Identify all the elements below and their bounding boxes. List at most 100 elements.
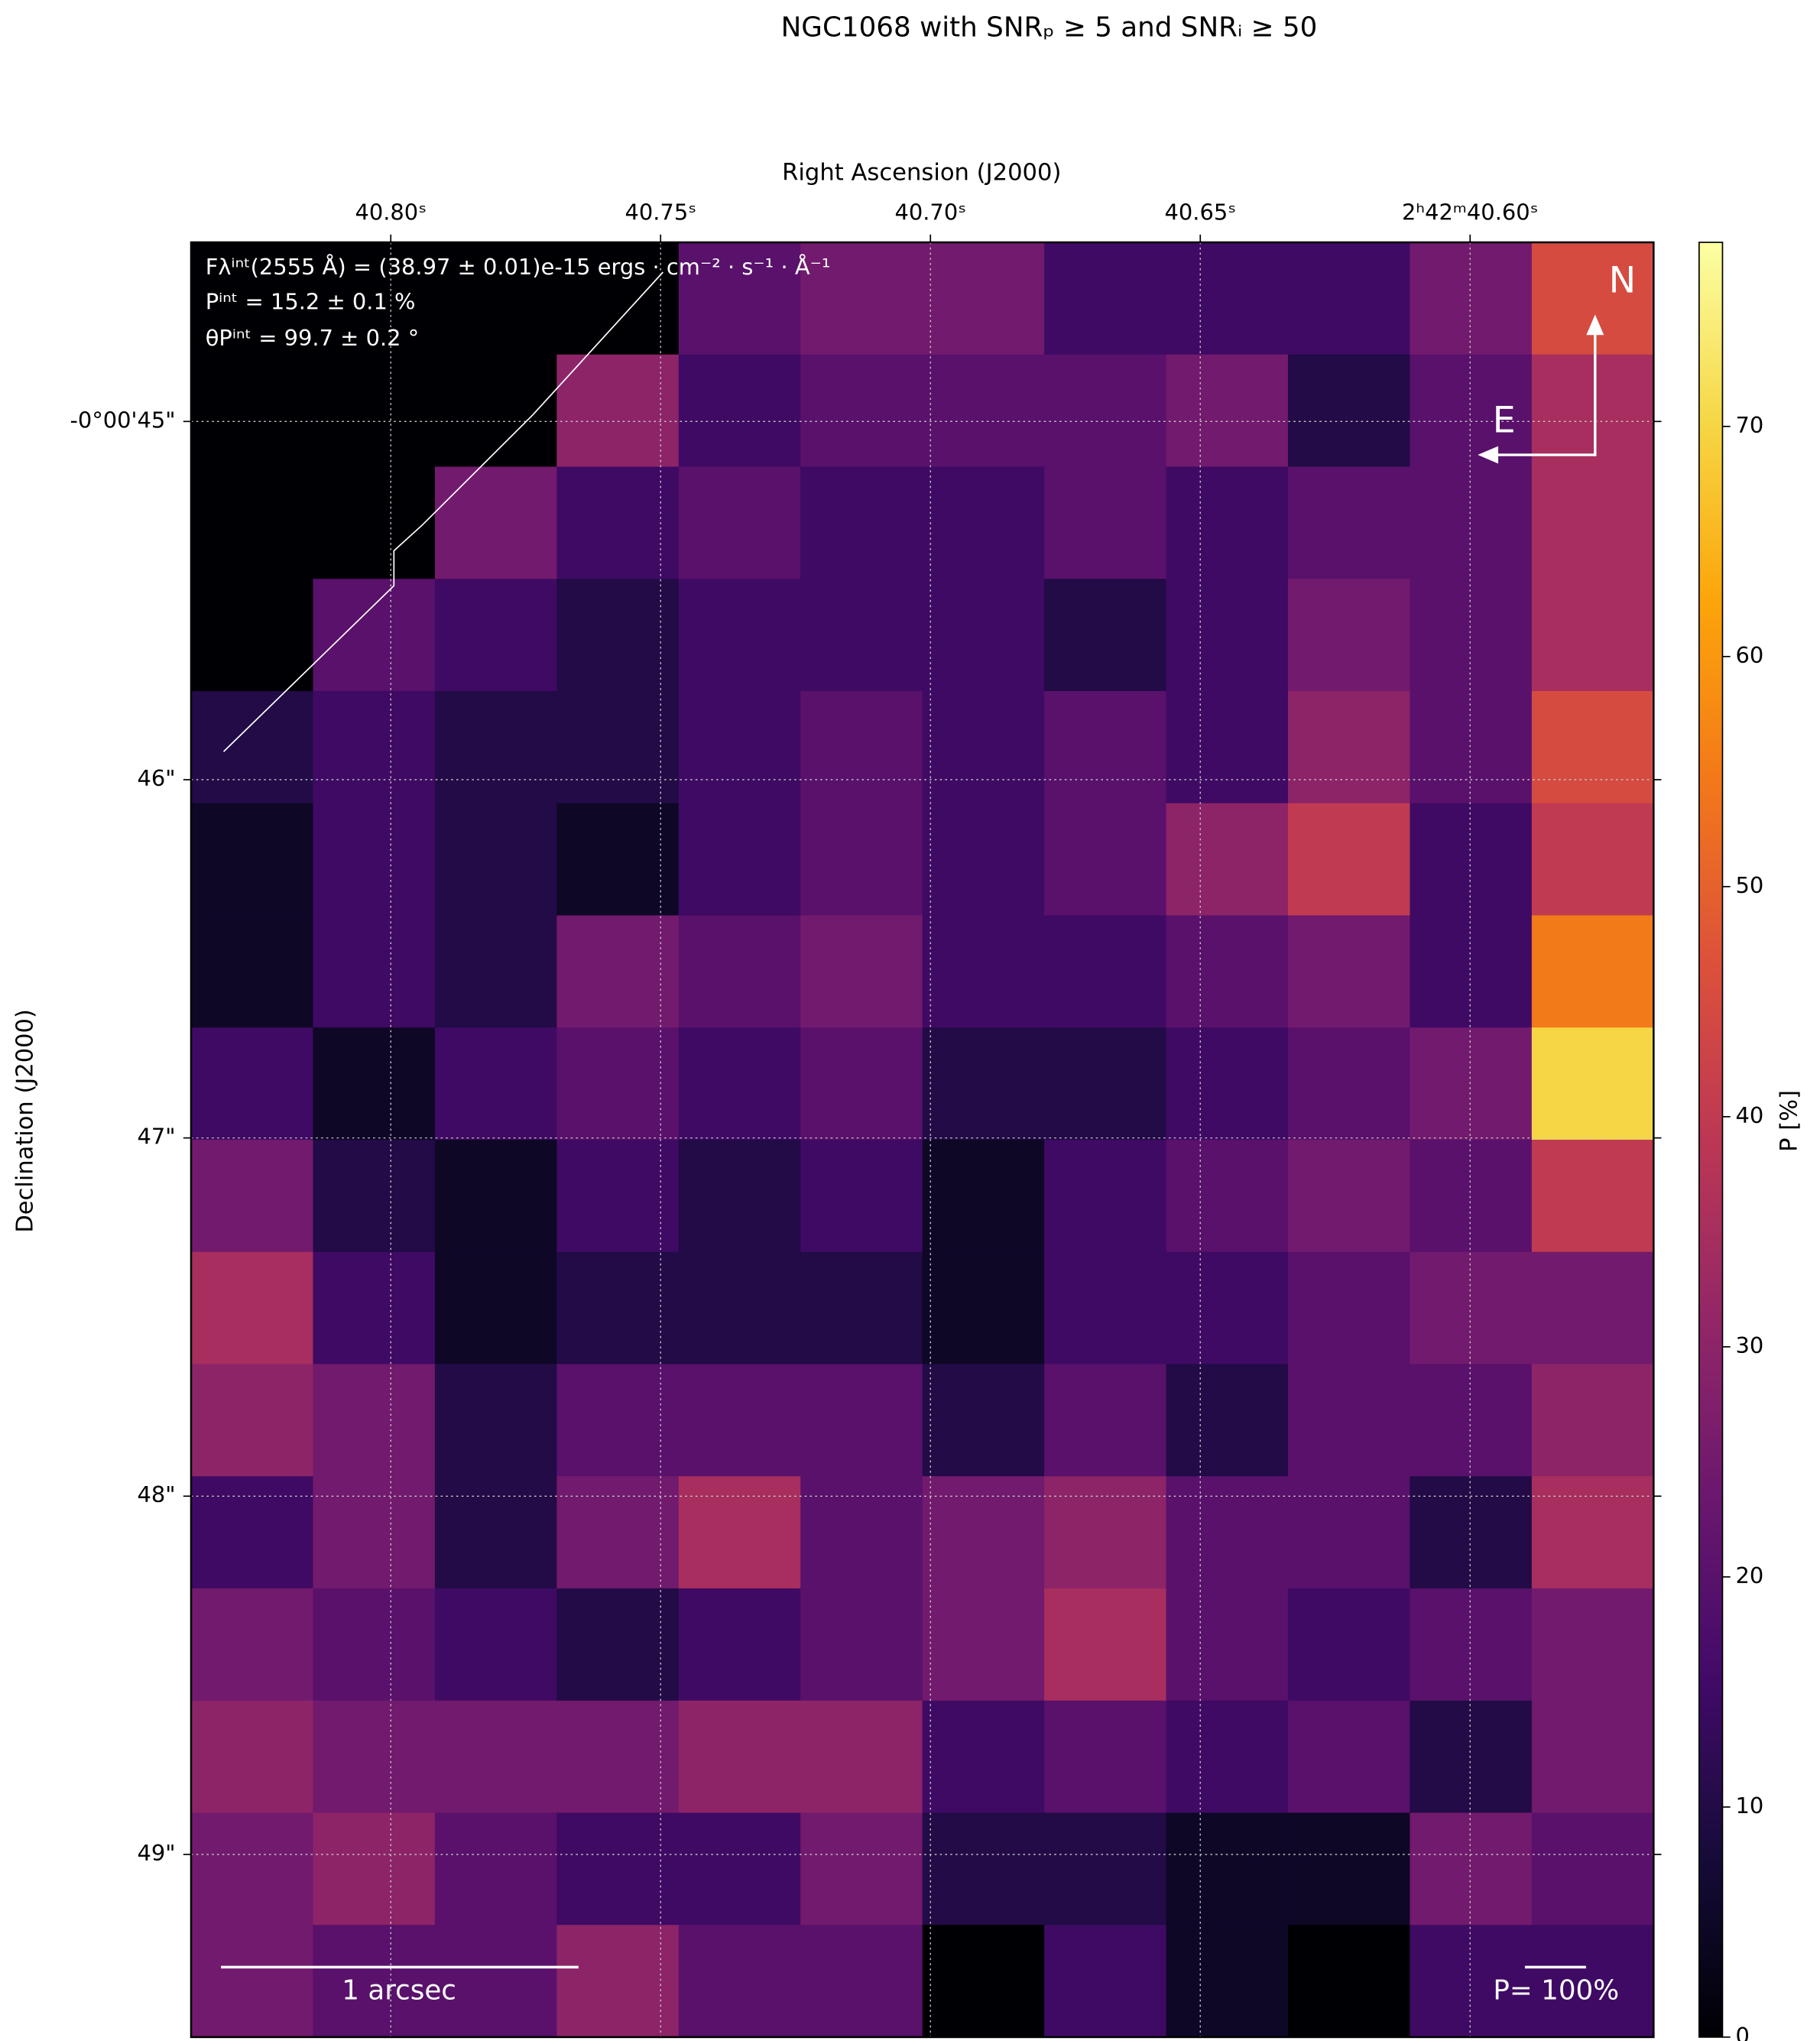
heat-cell — [1166, 1476, 1289, 1589]
colorbar-tick-label: 60 — [1735, 642, 1763, 668]
heat-cell — [1166, 1027, 1289, 1141]
y-tick-label: 46" — [138, 765, 176, 791]
heat-cell — [313, 1364, 436, 1478]
heat-cell — [1287, 466, 1411, 580]
heat-cell — [1166, 1700, 1289, 1814]
heat-cell — [313, 1139, 436, 1253]
heat-cell — [434, 579, 558, 692]
heat-cell — [434, 690, 558, 804]
heat-cell — [434, 1925, 558, 2038]
heat-cell — [556, 1139, 680, 1253]
heat-cell — [191, 915, 314, 1029]
heat-cell — [1410, 1925, 1533, 2038]
heat-cell — [556, 1925, 680, 2038]
heat-cell — [1044, 690, 1167, 804]
heat-cell — [556, 1700, 680, 1814]
heat-cell — [1166, 242, 1289, 355]
heat-cell — [1531, 579, 1655, 692]
heat-cell — [1287, 1139, 1411, 1253]
heat-cell — [1287, 690, 1411, 804]
heat-cell — [1044, 915, 1167, 1029]
heat-cell — [1531, 690, 1655, 804]
heat-cell — [191, 1139, 314, 1253]
heat-cell — [434, 1251, 558, 1365]
heat-cell — [1166, 803, 1289, 917]
heat-cell — [800, 1700, 923, 1814]
contour — [222, 271, 663, 752]
heat-cell — [678, 1812, 802, 1926]
heat-cell — [1166, 1812, 1289, 1926]
heat-cell — [678, 915, 802, 1029]
heat-cell — [1044, 1139, 1167, 1253]
heat-cell — [922, 354, 1045, 468]
heat-cell — [1044, 579, 1167, 692]
colorbar-tick-label: 50 — [1735, 872, 1763, 898]
heat-cell — [313, 1700, 436, 1814]
heat-cell — [434, 1139, 558, 1253]
heat-cell — [678, 579, 802, 692]
heat-cell — [1166, 1925, 1289, 2038]
heat-cell — [313, 579, 436, 692]
heat-cell — [1410, 1812, 1533, 1926]
heat-cell — [922, 466, 1045, 580]
heat-cell — [1287, 1925, 1411, 2038]
heat-cell — [1287, 354, 1411, 468]
x-tick-label: 40.70ˢ — [894, 200, 966, 226]
heat-cell — [800, 1139, 923, 1253]
heat-cell — [313, 1027, 436, 1141]
heat-cell — [800, 579, 923, 692]
annotation: Fλⁱⁿᵗ(2555 Å) = (38.97 ± 0.01)e-15 ergs … — [206, 254, 831, 280]
heat-cell — [1287, 1588, 1411, 1702]
heat-cell — [313, 242, 436, 355]
heat-cell — [678, 354, 802, 468]
heat-cell — [434, 1700, 558, 1814]
heat-cell — [1166, 915, 1289, 1029]
heat-cell — [1531, 354, 1655, 468]
heat-cell — [1287, 915, 1411, 1029]
heat-cell — [1166, 1588, 1289, 1702]
heat-cell — [678, 242, 802, 355]
heat-cell — [191, 579, 314, 692]
heat-cell — [922, 1251, 1045, 1365]
colorbar-tick-label: 40 — [1735, 1102, 1763, 1128]
heat-cell — [313, 1588, 436, 1702]
annotation: θPⁱⁿᵗ = 99.7 ± 0.2 ° — [206, 325, 419, 351]
heat-cell — [1166, 1251, 1289, 1365]
heat-cell — [313, 915, 436, 1029]
y-tick-label: 49" — [138, 1840, 176, 1866]
heat-cell — [1410, 579, 1533, 692]
heat-cell — [678, 690, 802, 804]
heat-cell — [191, 1364, 314, 1478]
heat-cell — [434, 915, 558, 1029]
heat-cell — [1531, 1925, 1655, 2038]
heat-cell — [922, 1027, 1045, 1141]
heat-cell — [191, 803, 314, 917]
x-axis-label: Right Ascension (J2000) — [782, 160, 1061, 187]
heat-cell — [922, 1700, 1045, 1814]
heat-cell — [434, 1364, 558, 1478]
heat-cell — [1166, 579, 1289, 692]
heat-cell — [434, 1476, 558, 1589]
heat-cell — [1044, 1588, 1167, 1702]
heat-cell — [800, 690, 923, 804]
heat-cell — [1410, 1588, 1533, 1702]
heat-cell — [191, 1812, 314, 1926]
heat-cell — [1410, 1700, 1533, 1814]
heat-cell — [800, 354, 923, 468]
chart-title: NGC1068 with SNRₚ ≥ 5 and SNRᵢ ≥ 50 — [781, 11, 1318, 43]
heat-cell — [1044, 803, 1167, 917]
heat-cell — [434, 1588, 558, 1702]
x-tick-label: 40.80ˢ — [355, 200, 427, 226]
heat-cell — [1166, 354, 1289, 468]
heat-cell — [800, 803, 923, 917]
y-tick-label: -0°00'45" — [70, 407, 176, 433]
heat-cell — [922, 1812, 1045, 1926]
heatmap — [191, 242, 1655, 2038]
y-tick-label: 47" — [138, 1124, 176, 1150]
heat-cell — [1531, 803, 1655, 917]
heat-cell — [800, 1364, 923, 1478]
heat-cell — [678, 1251, 802, 1365]
heat-cell — [922, 803, 1045, 917]
heat-cell — [313, 466, 436, 580]
heat-cell — [556, 915, 680, 1029]
